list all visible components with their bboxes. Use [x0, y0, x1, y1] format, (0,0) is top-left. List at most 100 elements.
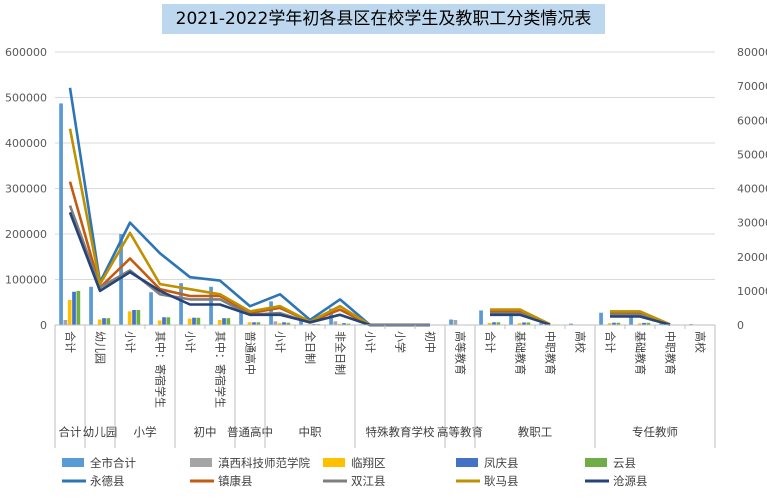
bar	[286, 322, 291, 325]
legend-swatch	[62, 458, 84, 467]
y-right-tick-label: 20000	[737, 251, 767, 264]
bar	[659, 323, 663, 325]
bar	[492, 322, 496, 325]
legend-label: 双江县	[351, 474, 386, 488]
bar	[76, 290, 81, 325]
chart-title: 2021-2022学年初各县区在校学生及教职工分类情况表	[162, 4, 605, 34]
bar	[157, 320, 162, 325]
y-right-tick-label: 0	[737, 319, 744, 332]
bar	[487, 322, 492, 325]
bar	[187, 318, 192, 325]
category-label: 初中	[424, 331, 438, 353]
category-label: 中职教育	[544, 331, 558, 375]
group-label: 专任教师	[632, 425, 678, 439]
y-right-tick-label: 30000	[737, 217, 767, 230]
bar	[569, 323, 573, 325]
category-label: 高校	[694, 331, 708, 353]
y-left-tick-label: 0	[40, 319, 47, 332]
bar	[517, 323, 522, 325]
legend-swatch	[456, 458, 478, 467]
bar	[629, 313, 633, 325]
category-label: 合计	[64, 331, 78, 353]
bar	[479, 310, 483, 325]
bar	[277, 323, 282, 325]
series-line	[490, 313, 551, 326]
legend-label: 滇西科技师范学院	[218, 456, 310, 470]
bar	[196, 317, 201, 325]
bar	[97, 319, 102, 325]
y-right-tick-label: 50000	[737, 148, 767, 161]
y-right-tick-label: 80000	[737, 46, 767, 59]
category-label: 小学	[394, 331, 408, 353]
category-label: 高校	[574, 331, 588, 353]
y-left-tick-label: 200000	[5, 228, 47, 241]
category-label: 普通高中	[244, 331, 258, 375]
legend-label: 全市合计	[90, 456, 136, 470]
y-right-tick-label: 40000	[737, 183, 767, 196]
bar	[166, 317, 171, 325]
bar	[333, 321, 338, 325]
series-line	[490, 308, 551, 326]
bar	[509, 311, 513, 325]
y-left-tick-label: 600000	[5, 46, 47, 59]
group-label: 普通高中	[227, 425, 273, 439]
bar	[616, 322, 621, 325]
group-label: 中职	[299, 425, 322, 439]
bar	[453, 319, 458, 325]
bar	[179, 283, 183, 325]
bar	[132, 309, 136, 325]
category-label: 小计	[364, 331, 377, 353]
bar	[247, 322, 252, 325]
bar	[102, 318, 106, 325]
legend-label: 沧源县	[613, 474, 648, 488]
bar	[209, 286, 213, 325]
category-label: 非全日制	[334, 331, 348, 375]
legend-swatch	[190, 458, 212, 467]
bar	[63, 319, 68, 325]
bar	[607, 323, 612, 325]
bar	[646, 322, 651, 325]
bar	[282, 322, 286, 325]
group-label: 幼儿园	[83, 425, 118, 439]
legend-label: 镇康县	[218, 474, 253, 488]
group-label: 初中	[194, 425, 217, 439]
bar	[337, 323, 342, 325]
series-line	[68, 87, 430, 327]
y-left-tick-label: 100000	[5, 274, 47, 287]
bar	[252, 322, 256, 325]
category-label: 其中：寄宿学生	[214, 331, 228, 408]
legend-swatch	[585, 458, 607, 467]
bar	[612, 322, 616, 325]
group-label: 合计	[59, 425, 82, 439]
category-label: 小计	[274, 331, 287, 353]
category-label: 中职教育	[664, 331, 678, 375]
legend-label: 凤庆县	[484, 456, 519, 470]
bar	[136, 309, 141, 325]
bar	[89, 286, 93, 325]
y-left-tick-label: 300000	[5, 183, 47, 196]
series-line	[610, 310, 671, 326]
bar	[637, 323, 642, 325]
legend-label: 临翔区	[351, 456, 386, 470]
bar	[642, 322, 646, 325]
series-line	[610, 315, 671, 326]
bar	[539, 323, 543, 325]
category-label: 合计	[484, 331, 498, 353]
category-label: 合计	[604, 331, 618, 353]
bar	[299, 318, 303, 325]
group-label: 小学	[134, 425, 157, 439]
bar	[239, 309, 243, 325]
group-label: 特殊教育学校	[366, 425, 435, 439]
category-label: 高等教育	[454, 331, 468, 375]
category-label: 小计	[124, 331, 137, 353]
bar	[273, 321, 278, 325]
y-right-tick-label: 70000	[737, 80, 767, 93]
category-label: 全日制	[304, 331, 318, 364]
bar	[162, 317, 166, 325]
legend-swatch	[323, 458, 345, 467]
bar	[346, 323, 351, 325]
y-right-tick-label: 10000	[737, 285, 767, 298]
category-label: 基础教育	[514, 331, 528, 375]
